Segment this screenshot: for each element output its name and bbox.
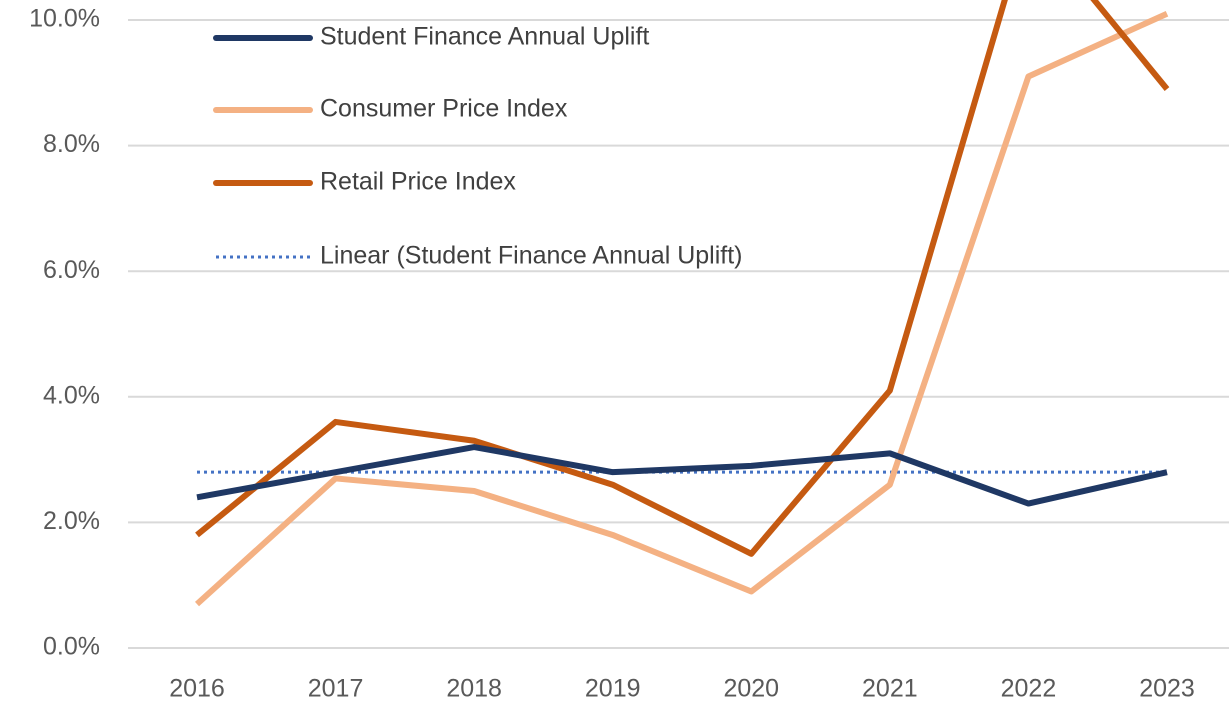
y-tick-label: 6.0% <box>43 256 100 284</box>
y-tick-label: 10.0% <box>29 5 100 33</box>
x-tick-label: 2017 <box>308 675 364 703</box>
series-line <box>195 0 1170 557</box>
legend-label: Linear (Student Finance Annual Uplift) <box>320 242 742 270</box>
series-line <box>196 444 1168 507</box>
x-tick-label: 2020 <box>723 675 779 703</box>
x-tick-label: 2019 <box>585 675 641 703</box>
x-tick-label: 2022 <box>1001 675 1057 703</box>
y-tick-label: 4.0% <box>43 381 100 409</box>
x-tick-label: 2018 <box>446 675 502 703</box>
series-line <box>194 10 1169 607</box>
legend-label: Student Finance Annual Uplift <box>320 23 649 51</box>
legend-label: Consumer Price Index <box>320 95 568 123</box>
y-tick-label: 0.0% <box>43 633 100 661</box>
legend-label: Retail Price Index <box>320 168 516 196</box>
x-tick-label: 2016 <box>169 675 225 703</box>
y-tick-label: 8.0% <box>43 130 100 158</box>
y-tick-label: 2.0% <box>43 507 100 535</box>
x-tick-label: 2021 <box>862 675 918 703</box>
x-tick-label: 2023 <box>1139 675 1195 703</box>
